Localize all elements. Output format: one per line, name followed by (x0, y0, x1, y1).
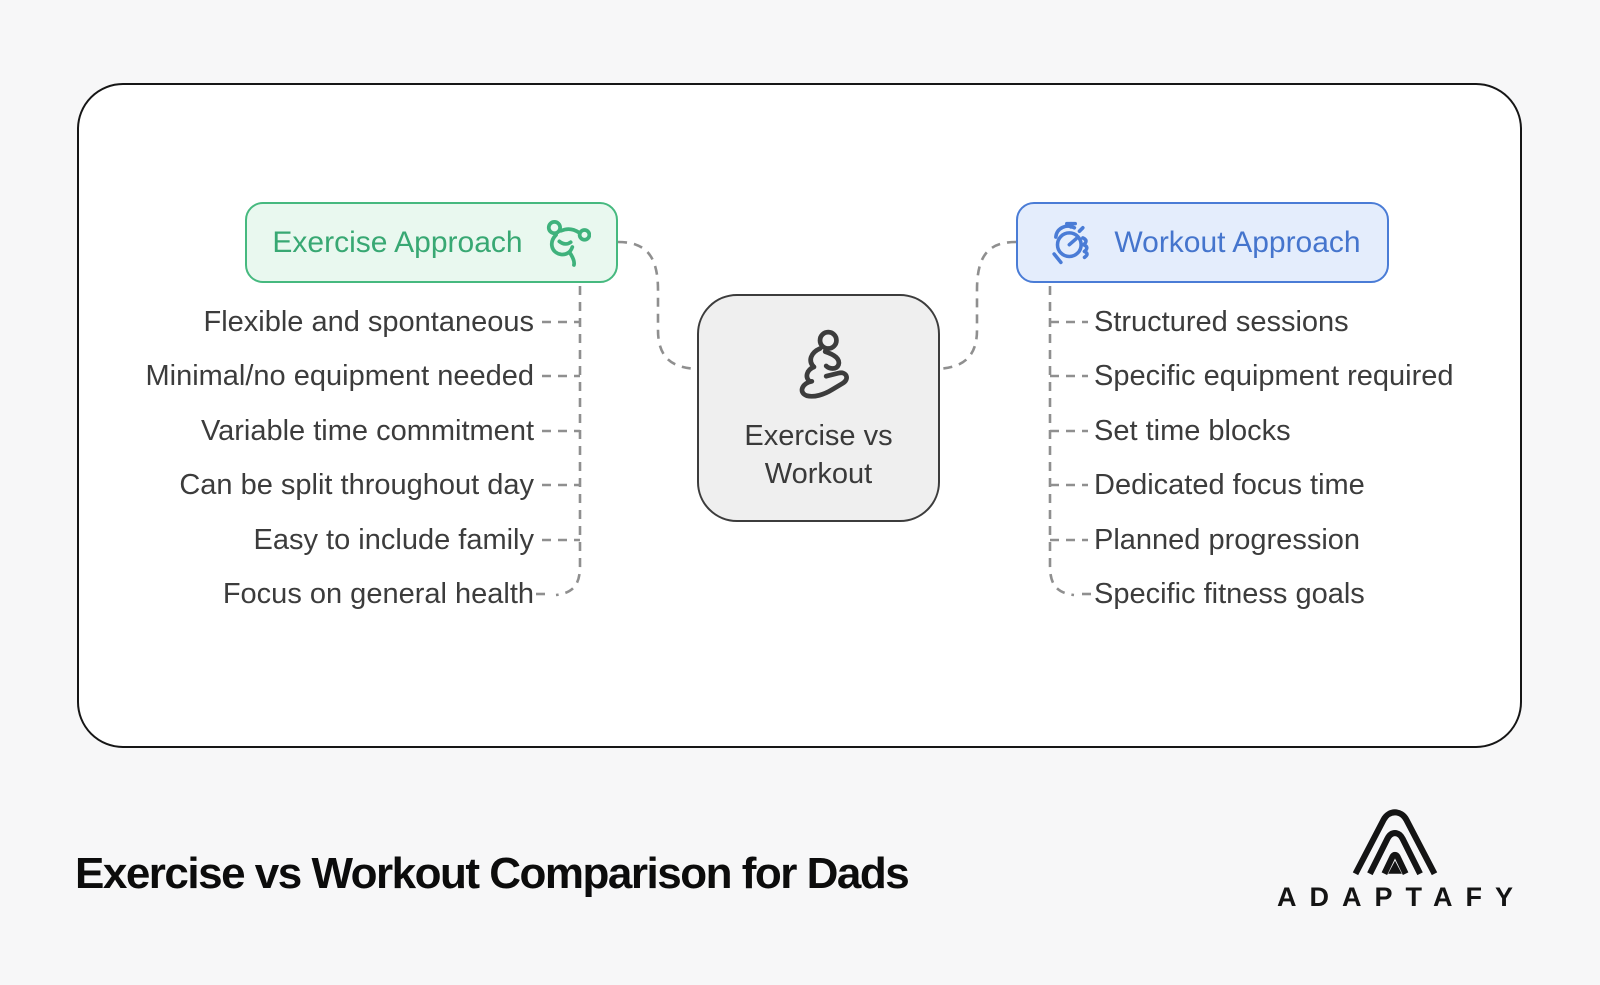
exercise-item: Variable time commitment (200, 415, 534, 447)
page-title: Exercise vs Workout Comparison for Dads (75, 849, 910, 898)
exercise-item: Focus on general health (222, 578, 534, 610)
workout-item: Planned progression (1094, 524, 1361, 556)
adaptafy-mountain-icon (1352, 809, 1438, 876)
center-node-label-line2: Workout (764, 458, 873, 490)
exercise-item: Can be split throughout day (179, 469, 534, 501)
workout-item: Set time blocks (1094, 415, 1291, 447)
workout-item: Specific equipment required (1094, 360, 1454, 392)
center-node: Exercise vs Workout (697, 294, 940, 522)
brand-name: ADAPTAFY (1277, 882, 1526, 912)
martial-arts-kick-icon (546, 219, 591, 267)
exercise-approach-node: Exercise Approach (245, 202, 618, 283)
workout-approach-node: Workout Approach (1016, 202, 1389, 283)
exercise-item: Minimal/no equipment needed (145, 360, 534, 392)
center-node-label-line1: Exercise vs (744, 420, 893, 452)
stopwatch-hand-icon (1052, 221, 1090, 264)
exercise-approach-label: Exercise Approach (272, 225, 523, 259)
exercise-item: Easy to include family (253, 524, 534, 556)
workout-approach-label: Workout Approach (1114, 225, 1361, 259)
workout-item: Specific fitness goals (1094, 578, 1365, 610)
workout-item: Structured sessions (1094, 306, 1349, 338)
brand-logo: ADAPTAFY (1272, 800, 1518, 913)
workout-item: Dedicated focus time (1094, 469, 1365, 501)
exercise-bike-icon (799, 329, 849, 399)
exercise-item: Flexible and spontaneous (203, 306, 534, 338)
